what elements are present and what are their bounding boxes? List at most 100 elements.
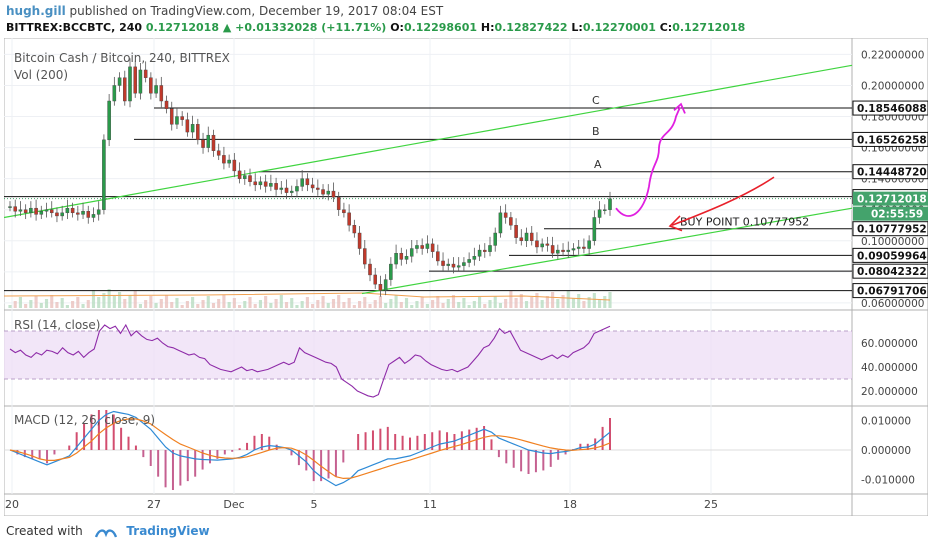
candle-body: [222, 155, 226, 164]
published-text: published on TradingView.com, December 1…: [69, 4, 444, 18]
volume-bar: [76, 297, 80, 308]
countdown-label: 02:55:59: [871, 209, 923, 221]
candle-body: [128, 66, 132, 102]
volume-bar: [378, 296, 382, 308]
candle-body: [70, 207, 75, 214]
macd-line: [9, 410, 611, 487]
candle-body: [190, 124, 195, 133]
candle-body: [81, 211, 85, 215]
candle-body: [34, 207, 38, 215]
candle-body: [237, 170, 242, 179]
candle-body: [91, 214, 96, 218]
volume-bar: [253, 304, 257, 308]
volume-bar: [504, 299, 508, 308]
volume-bar: [102, 293, 106, 308]
tradingview-brand[interactable]: TradingView: [126, 524, 210, 538]
volume-bar: [149, 296, 153, 308]
candle-body: [243, 175, 247, 179]
candle-body: [164, 100, 169, 109]
macd-tick-label: 0.010000: [861, 415, 911, 427]
candle-body: [456, 265, 461, 268]
volume-bar: [50, 295, 54, 308]
buy-point-label: BUY POINT 0.10777952: [680, 216, 809, 229]
candle-body: [519, 237, 524, 241]
candle-body: [211, 134, 216, 151]
x-tick-label: 20: [5, 498, 19, 511]
candle-body: [488, 245, 492, 252]
candle-body: [415, 245, 419, 249]
volume-bar: [154, 303, 158, 308]
volume-bar: [404, 298, 409, 308]
rsi-line: [9, 323, 611, 398]
volume-bar: [389, 299, 393, 308]
chart-svg[interactable]: A B C BUY POINT 0.10777952 20 27 Dec 5 11 18 25 0.…: [3, 37, 929, 517]
volume-bar: [321, 296, 325, 308]
volume-bar: [415, 301, 419, 308]
candle-body: [206, 134, 211, 148]
volume-bar: [326, 303, 330, 308]
candle-body: [138, 69, 143, 94]
volume-bar: [222, 295, 226, 308]
candle-body: [352, 225, 357, 234]
volume-bar: [498, 303, 502, 308]
volume-bar: [211, 303, 216, 308]
author-link[interactable]: hugh.gill: [6, 4, 66, 18]
volume-bar: [472, 301, 476, 308]
countdown-marker: [853, 206, 928, 221]
volume-bar: [227, 302, 231, 308]
candle-body: [23, 209, 28, 214]
volume-bar: [571, 298, 576, 308]
volume-bar: [164, 295, 169, 308]
x-tick-label: 27: [147, 498, 161, 511]
volume-bar: [311, 304, 315, 308]
volume-bar: [478, 297, 482, 308]
candle-body: [39, 211, 44, 215]
candle-body: [201, 139, 205, 148]
volume-bar: [29, 300, 33, 308]
volume-bar: [65, 305, 69, 308]
candle-body: [253, 181, 257, 186]
candle-body: [493, 232, 497, 246]
candle-body: [566, 249, 571, 252]
candle-body: [60, 212, 64, 217]
candle-body: [529, 232, 534, 241]
candle-body: [357, 232, 362, 249]
buy-arrowhead: [668, 215, 683, 232]
chart-frame[interactable]: A B C BUY POINT 0.10777952 20 27 Dec 5 11 18 25 0.…: [3, 37, 929, 517]
candle-body: [561, 249, 565, 252]
volume-bar: [34, 296, 38, 308]
chart-border: [3, 37, 929, 517]
candle-body: [462, 262, 466, 266]
volume-bar: [269, 303, 273, 308]
volume-bar: [540, 300, 544, 308]
lower-trendline: [361, 207, 853, 295]
volume-bar: [551, 292, 555, 308]
volume-bar: [483, 304, 487, 308]
x-tick-label: 25: [704, 498, 718, 511]
volume-bar: [118, 292, 122, 308]
candle-body: [514, 225, 518, 238]
volume-bar: [488, 300, 492, 308]
volume-bar: [598, 300, 602, 308]
open-value: 0.12298601: [403, 21, 478, 34]
candle-body: [404, 256, 409, 260]
candle-body: [399, 252, 404, 260]
candle-body: [498, 212, 503, 234]
volume-bar: [107, 289, 111, 308]
candle-body: [232, 159, 237, 172]
volume-bar: [384, 303, 388, 308]
candle-body: [185, 119, 190, 133]
volume-bar: [185, 301, 189, 308]
candle-body: [44, 209, 49, 212]
volume-bar: [467, 305, 471, 308]
open-label: O:: [390, 21, 404, 34]
volume-bar: [410, 305, 414, 308]
volume-bar: [399, 302, 403, 308]
volume-bar: [279, 295, 283, 308]
volume-bar: [587, 297, 591, 308]
volume-bar: [577, 294, 581, 308]
symbol-header: BITTREX:BCCBTC, 240 0.12712018 ▲ +0.0133…: [6, 21, 745, 34]
candle-body: [316, 187, 320, 190]
candle-body: [216, 150, 221, 156]
volume-bar: [138, 304, 142, 308]
